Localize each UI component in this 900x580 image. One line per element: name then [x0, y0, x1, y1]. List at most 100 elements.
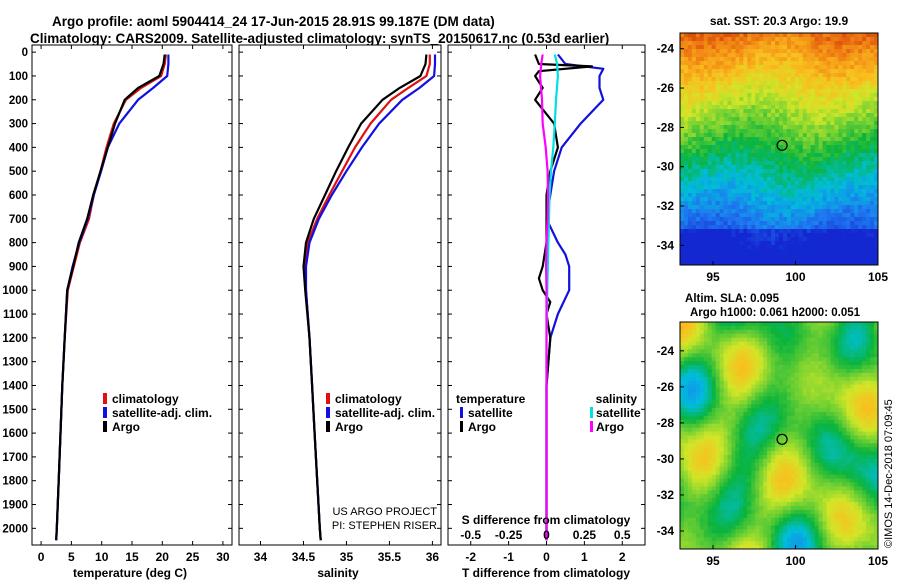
heatmap-cell [838, 189, 843, 194]
heatmap-cell [858, 133, 863, 138]
heatmap-cell [711, 101, 717, 106]
heatmap-cell [790, 529, 796, 534]
heatmap-cell [687, 537, 693, 542]
heatmap-cell [747, 113, 752, 118]
heatmap-cell [874, 93, 878, 98]
heatmap-cell [759, 529, 764, 534]
heatmap-cell [699, 181, 705, 186]
heatmap-cell [771, 533, 776, 538]
heatmap-cell [822, 241, 828, 246]
heatmap-cell [822, 45, 828, 50]
heatmap-cell [862, 157, 867, 162]
heatmap-cell [715, 217, 721, 222]
heatmap-cell [703, 113, 709, 118]
heatmap-cell [826, 45, 832, 50]
heatmap-cell [680, 177, 685, 182]
heatmap-cell [874, 261, 878, 265]
heatmap-cell [743, 435, 748, 441]
heatmap-cell [814, 185, 820, 190]
heatmap-cell [711, 93, 717, 98]
heatmap-cell [707, 53, 713, 58]
heatmap-cell [842, 37, 847, 42]
heatmap-cell [782, 189, 788, 194]
heatmap-cell [790, 474, 796, 480]
heatmap-cell [715, 470, 721, 476]
heatmap-cell [703, 513, 709, 519]
heatmap-cell [703, 361, 709, 366]
heatmap-cell [767, 161, 772, 166]
heatmap-cell [794, 157, 800, 162]
heatmap-cell [818, 209, 824, 214]
heatmap-cell [810, 201, 816, 206]
heatmap-cell [771, 49, 776, 54]
heatmap-cell [790, 37, 796, 42]
heatmap-cell [723, 494, 729, 499]
heatmap-cell [703, 537, 709, 542]
heatmap-cell [735, 105, 740, 110]
heatmap-cell [767, 217, 772, 222]
heatmap-cell [711, 49, 717, 54]
heatmap-cell [695, 137, 701, 142]
heatmap-cell [715, 482, 721, 487]
heatmap-cell [786, 117, 792, 122]
heatmap-cell [751, 455, 756, 460]
heatmap-cell [775, 529, 780, 534]
heatmap-cell [680, 365, 685, 370]
heatmap-cell [739, 412, 744, 417]
heatmap-cell [751, 353, 756, 358]
heatmap-cell [711, 439, 717, 444]
s-tick-label: 0.25 [573, 528, 597, 542]
heatmap-cell [683, 521, 689, 527]
heatmap-cell [743, 443, 748, 448]
heatmap-cell [755, 498, 760, 503]
heatmap-cell [767, 517, 772, 523]
heatmap-cell [834, 69, 839, 74]
heatmap-cell [723, 105, 729, 110]
heatmap-cell [751, 89, 756, 94]
heatmap-cell [699, 498, 705, 503]
heatmap-cell [719, 65, 725, 70]
heatmap-cell [834, 117, 839, 122]
heatmap-cell [763, 517, 768, 523]
heatmap-cell [786, 201, 792, 206]
heatmap-cell [830, 125, 836, 130]
heatmap-cell [874, 161, 878, 166]
heatmap-cell [751, 261, 756, 265]
heatmap-cell [866, 149, 871, 154]
heatmap-cell [842, 125, 847, 130]
heatmap-cell [786, 57, 792, 62]
heatmap-cell [755, 181, 760, 186]
heatmap-cell [775, 408, 780, 413]
heatmap-cell [691, 353, 697, 358]
heatmap-cell [719, 529, 725, 534]
heatmap-cell [775, 117, 780, 122]
heatmap-cell [786, 157, 792, 162]
heatmap-cell [747, 241, 752, 246]
heatmap-cell [735, 322, 740, 327]
heatmap-cell [771, 81, 776, 86]
heatmap-cell [798, 368, 804, 374]
heatmap-cell [779, 89, 784, 94]
heatmap-cell [858, 169, 863, 174]
heatmap-cell [842, 133, 847, 138]
heatmap-cell [707, 419, 713, 425]
heatmap-cell [743, 133, 748, 138]
lon-tick-label: 95 [706, 270, 720, 284]
heatmap-cell [806, 93, 812, 98]
heatmap-cell [763, 439, 768, 444]
heatmap-cell [751, 388, 756, 394]
heatmap-cell [838, 65, 843, 70]
heatmap-cell [779, 121, 784, 126]
heatmap-cell [782, 345, 788, 350]
heatmap-cell [767, 201, 772, 206]
heatmap-cell [751, 333, 756, 339]
heatmap-cell [703, 541, 709, 546]
heatmap-cell [798, 217, 804, 222]
heatmap-cell [782, 201, 788, 206]
heatmap-cell [751, 217, 756, 222]
heatmap-cell [782, 365, 788, 370]
heatmap-cell [834, 61, 839, 66]
heatmap-cell [699, 253, 705, 258]
heatmap-cell [806, 81, 812, 86]
heatmap-cell [874, 185, 878, 190]
